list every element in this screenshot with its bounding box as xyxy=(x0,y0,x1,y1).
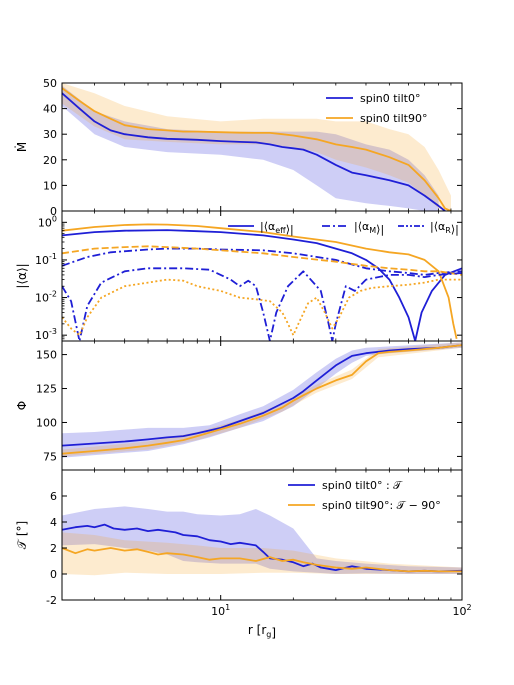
phi-ylabel: Φ xyxy=(15,401,29,410)
phi-ytick-label: 125 xyxy=(36,383,57,396)
tilt-ytick-label: 6 xyxy=(50,490,57,503)
tilt-legend-label-1: spin0 tilt90°: 𝒯 − 90° xyxy=(322,499,441,512)
tilt-series-line-0 xyxy=(62,523,462,573)
phi-band-0 xyxy=(62,342,462,458)
tilt-ylabel: 𝒯 [°] xyxy=(15,521,29,549)
alpha-series-line-5 xyxy=(62,278,462,337)
tilt-ytick-label: 2 xyxy=(50,542,57,555)
mdot-band-1 xyxy=(62,83,451,211)
mdot-legend-label-1: spin0 tilt90° xyxy=(360,112,427,125)
tilt-ytick-label: 0 xyxy=(50,568,57,581)
axes: 01020304050Ṁ10-310-210-1100|⟨α⟩|75100125… xyxy=(14,77,472,640)
alpha-series-line-0 xyxy=(62,229,462,341)
mdot-series-line-1 xyxy=(62,87,452,211)
mdot-ytick-label: 0 xyxy=(50,205,57,218)
x-axis-label: r [rg] xyxy=(248,623,276,640)
alpha-series-line-2 xyxy=(62,247,462,276)
mdot-ytick-label: 30 xyxy=(43,128,57,141)
alpha-ytick-label: 100 xyxy=(38,214,57,229)
alpha-series-line-1 xyxy=(62,223,458,339)
mdot-ytick-label: 10 xyxy=(43,179,57,192)
mdot-ytick-label: 40 xyxy=(43,103,57,116)
alpha-ytick-label: 10-2 xyxy=(35,290,57,305)
x-tick-label: 102 xyxy=(452,603,471,618)
uncertainty-bands xyxy=(62,83,462,576)
legends: spin0 tilt0° spin0 tilt90° |⟨αeff⟩| |⟨αM⟩| |… xyxy=(228,92,459,512)
mdot-ytick-label: 20 xyxy=(43,154,57,167)
mdot-ylabel: Ṁ xyxy=(14,142,29,152)
series-lines xyxy=(62,87,462,573)
alpha-ylabel: |⟨α⟩| xyxy=(15,263,29,288)
tilt-ytick-label: 4 xyxy=(50,516,57,529)
mdot-band-0 xyxy=(62,85,439,211)
phi-ytick-label: 100 xyxy=(36,416,57,429)
alpha-series-line-3 xyxy=(62,245,462,276)
alpha-series-line-4 xyxy=(62,267,462,341)
tilt-panel-frame xyxy=(61,469,463,601)
mdot-series-line-0 xyxy=(62,92,446,211)
tilt-legend-label-0: spin0 tilt0° : 𝒯 xyxy=(322,479,403,492)
alpha-ytick-label: 10-3 xyxy=(35,327,57,342)
phi-ytick-label: 75 xyxy=(43,450,57,463)
legend-label-alpha-2: |⟨αR⟩| xyxy=(430,220,459,236)
legend-label-alpha-0: |⟨αeff⟩| xyxy=(260,220,294,236)
mdot-ytick-label: 50 xyxy=(43,77,57,90)
x-tick-label: 101 xyxy=(211,603,230,618)
phi-series-line-1 xyxy=(62,344,462,455)
mdot-legend-label-0: spin0 tilt0° xyxy=(360,92,420,105)
tilt-band-0 xyxy=(62,506,462,574)
tilt-ytick-label: -2 xyxy=(46,594,57,607)
legend-label-alpha-1: |⟨αM⟩| xyxy=(354,220,384,236)
tilt-series-line-1 xyxy=(62,547,462,573)
phi-ytick-label: 150 xyxy=(36,349,57,362)
phi-series-line-0 xyxy=(62,344,462,447)
alpha-ytick-label: 10-1 xyxy=(35,252,57,267)
tilt-band-1 xyxy=(62,532,462,576)
